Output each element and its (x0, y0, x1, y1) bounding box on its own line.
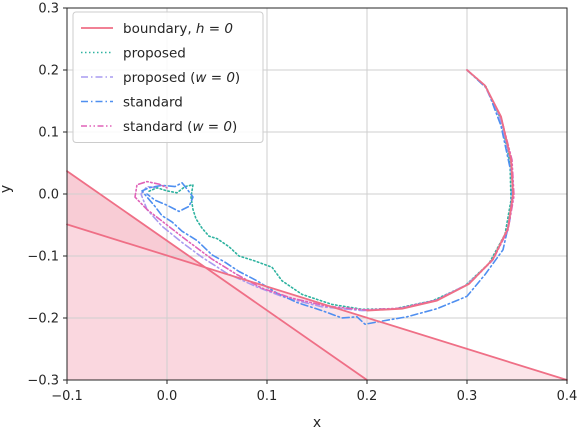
x-tick-label-4: 0.3 (457, 389, 478, 404)
legend-label-close: ) (235, 70, 240, 86)
legend-label-math: h = 0 (196, 21, 233, 37)
x-axis-label: x (313, 415, 321, 431)
legend-label-text: standard ( (123, 119, 192, 135)
series-line-0-1 (66, 223, 568, 381)
y-tick-label-0: −0.3 (27, 374, 59, 389)
series-lines (66, 69, 568, 381)
series-line-0-2 (366, 69, 514, 312)
axis-ticks: −0.1 0.0 0.1 0.2 0.3 0.4 −0.3 −0.2 −0.1 0.0 0.1 0.2… (27, 2, 577, 405)
legend-label-4: standard (w = 0) (123, 119, 237, 135)
legend-label-0: boundary, h = 0 (123, 21, 233, 37)
y-tick-label-2: −0.1 (27, 250, 59, 265)
y-axis-label: y (0, 185, 14, 193)
x-tick-label-0: −0.1 (51, 389, 83, 404)
legend-label-math: w = 0 (195, 70, 235, 86)
y-tick-label-1: −0.2 (27, 312, 59, 327)
series-line-4 (134, 69, 515, 311)
y-tick-label-4: 0.1 (38, 126, 59, 141)
y-tick-label-3: 0.0 (38, 188, 59, 203)
series-line-0-0 (66, 170, 368, 381)
y-tick-label-6: 0.3 (38, 2, 59, 17)
legend-label-1: proposed (123, 46, 186, 62)
legend-box (72, 11, 264, 143)
legend-label-2: proposed (w = 0) (123, 70, 240, 86)
legend-label-text: standard (123, 95, 183, 111)
x-tick-label-3: 0.2 (357, 389, 378, 404)
x-tick-label-5: 0.4 (557, 389, 578, 404)
legend-label-text: proposed (123, 46, 186, 62)
series-line-3 (141, 69, 514, 325)
legend-label-math: w = 0 (192, 119, 232, 135)
x-tick-label-1: 0.0 (157, 389, 178, 404)
legend-label-close: ) (232, 119, 237, 135)
legend-label-3: standard (123, 95, 183, 111)
legend-label-text: boundary, (123, 21, 196, 37)
series-line-1 (146, 69, 512, 311)
legend-label-text: proposed ( (123, 70, 195, 86)
y-tick-label-5: 0.2 (38, 64, 59, 79)
x-tick-label-2: 0.1 (257, 389, 278, 404)
